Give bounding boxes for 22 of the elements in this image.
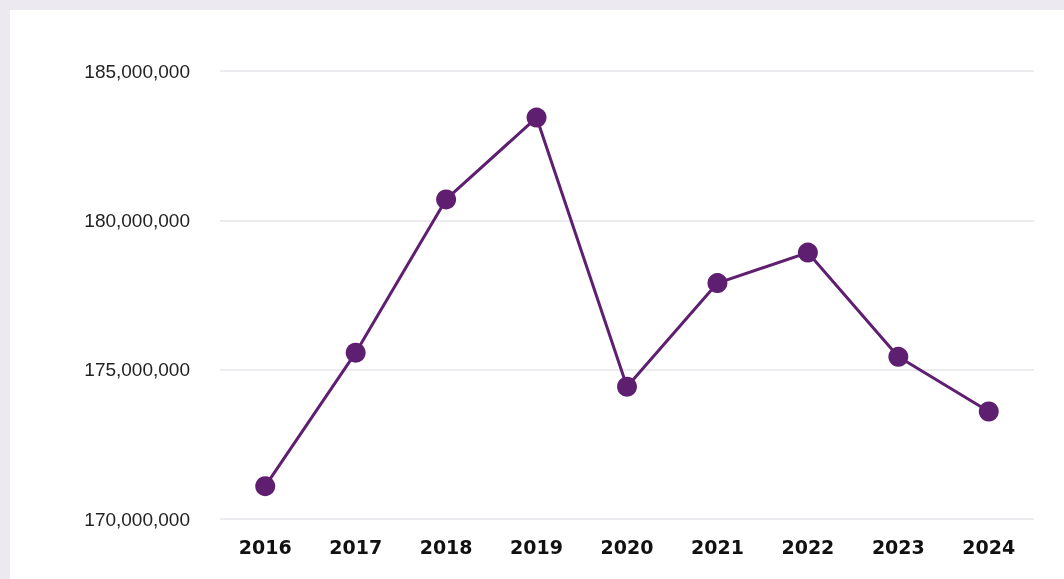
x-tick-label: 2019 xyxy=(510,535,563,558)
y-tick-label: 185,000,000 xyxy=(84,60,190,82)
x-tick-label: 2020 xyxy=(600,535,654,558)
y-tick-label: 170,000,000 xyxy=(84,508,190,530)
x-tick-label: 2024 xyxy=(962,535,1016,558)
x-tick-label: 2021 xyxy=(691,535,744,558)
point xyxy=(707,273,728,294)
y-tick-label: 175,000,000 xyxy=(84,359,190,381)
point xyxy=(888,346,909,367)
point xyxy=(617,376,637,397)
point xyxy=(345,342,366,363)
point xyxy=(526,107,547,128)
x-tick-label: 2023 xyxy=(871,535,925,558)
point xyxy=(797,242,818,263)
x-tick-label: 2017 xyxy=(329,535,383,558)
y-tick-label: 180,000,000 xyxy=(84,209,190,231)
point xyxy=(255,476,276,497)
point xyxy=(978,401,999,422)
point xyxy=(436,189,457,210)
x-tick-label: 2022 xyxy=(781,535,835,558)
x-tick-label: 2018 xyxy=(419,535,473,558)
x-tick-label: 2016 xyxy=(238,535,292,558)
